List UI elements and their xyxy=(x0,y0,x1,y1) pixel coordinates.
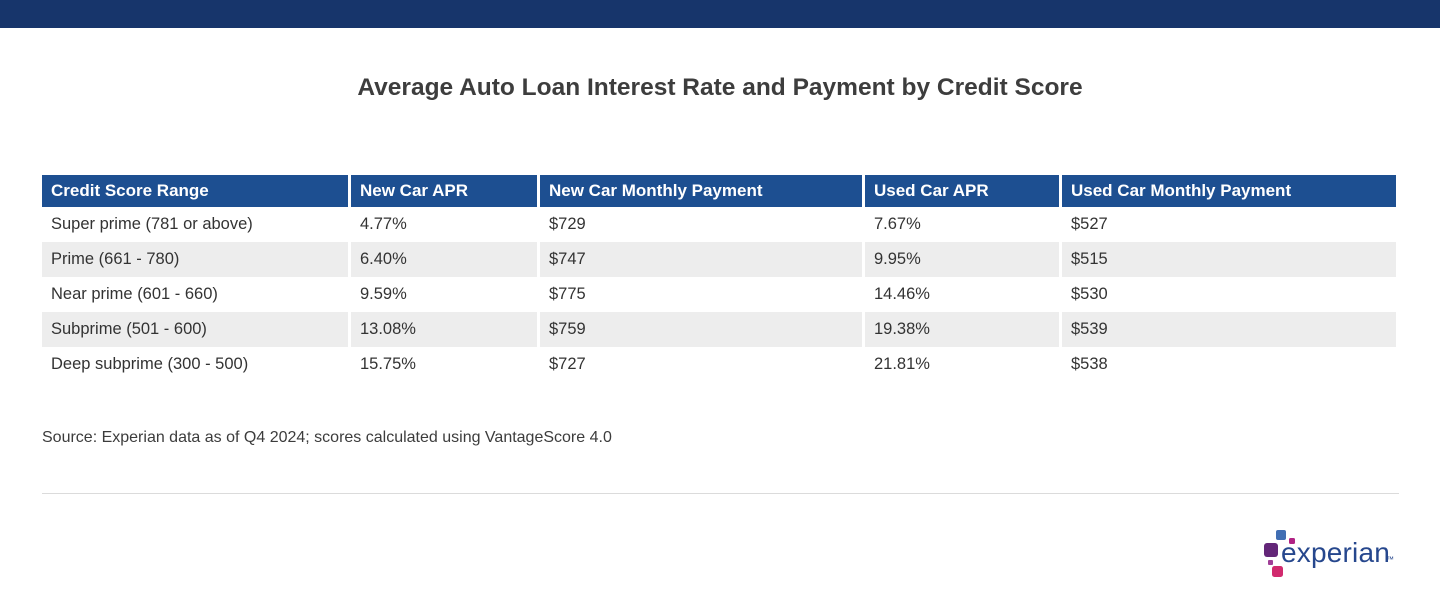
table-row: Near prime (601 - 660) 9.59% $775 14.46%… xyxy=(42,277,1396,312)
table-cell: $530 xyxy=(1059,277,1396,312)
table-cell: 15.75% xyxy=(348,347,537,382)
logo-small-dot-icon xyxy=(1268,560,1273,565)
logo-pink-square-icon xyxy=(1272,566,1283,577)
column-header-new-car-apr: New Car APR xyxy=(348,175,537,207)
brand-top-bar xyxy=(0,0,1440,28)
table-cell: $747 xyxy=(537,242,862,277)
divider-line xyxy=(42,493,1399,494)
rate-table-container: Credit Score Range New Car APR New Car M… xyxy=(42,175,1396,382)
table-cell: 19.38% xyxy=(862,312,1059,347)
table-cell: 9.59% xyxy=(348,277,537,312)
table-cell: $775 xyxy=(537,277,862,312)
logo-wordmark: experian xyxy=(1281,537,1391,568)
logo-magenta-dot-icon xyxy=(1289,538,1295,544)
source-note: Source: Experian data as of Q4 2024; sco… xyxy=(42,429,612,446)
page-title: Average Auto Loan Interest Rate and Paym… xyxy=(357,74,1083,101)
rate-table: Credit Score Range New Car APR New Car M… xyxy=(42,175,1396,382)
table-row: Deep subprime (300 - 500) 15.75% $727 21… xyxy=(42,347,1396,382)
table-cell: Near prime (601 - 660) xyxy=(51,285,218,303)
trademark-symbol: ™ xyxy=(1386,555,1394,564)
table-cell: $538 xyxy=(1059,347,1396,382)
table-cell: Deep subprime (300 - 500) xyxy=(51,355,249,373)
table-cell: Prime (661 - 780) xyxy=(42,242,348,277)
table-header-row: Credit Score Range New Car APR New Car M… xyxy=(42,175,1396,207)
table-cell: $539 xyxy=(1059,312,1396,347)
logo-purple-square-icon xyxy=(1264,543,1278,557)
table-cell: $729 xyxy=(537,207,862,242)
table-cell: 9.95% xyxy=(862,242,1059,277)
table-row: Super prime (781 or above) 4.77% $729 7.… xyxy=(42,207,1396,242)
table-cell: 6.40% xyxy=(348,242,537,277)
table-cell: 7.67% xyxy=(862,207,1059,242)
table-cell: $515 xyxy=(1059,242,1396,277)
column-header-credit-score-range: Credit Score Range xyxy=(42,175,348,207)
experian-logo: experian ™ xyxy=(1262,528,1402,580)
column-header-used-car-apr: Used Car APR xyxy=(862,175,1059,207)
column-header-new-car-monthly-payment: New Car Monthly Payment xyxy=(537,175,862,207)
table-row: Prime (661 - 780) 6.40% $747 9.95% $515 xyxy=(42,242,1396,277)
table-cell: 13.08% xyxy=(348,312,537,347)
table-cell: Super prime (781 or above) xyxy=(51,215,253,233)
column-header-used-car-monthly-payment: Used Car Monthly Payment xyxy=(1059,175,1396,207)
table-cell: $527 xyxy=(1059,207,1396,242)
table-row: Subprime (501 - 600) 13.08% $759 19.38% … xyxy=(42,312,1396,347)
logo-blue-square-icon xyxy=(1276,530,1286,540)
table-cell: 14.46% xyxy=(862,277,1059,312)
table-cell: 21.81% xyxy=(862,347,1059,382)
table-cell: Subprime (501 - 600) xyxy=(42,312,348,347)
table-cell: 4.77% xyxy=(348,207,537,242)
table-cell: $727 xyxy=(537,347,862,382)
table-cell: $759 xyxy=(537,312,862,347)
